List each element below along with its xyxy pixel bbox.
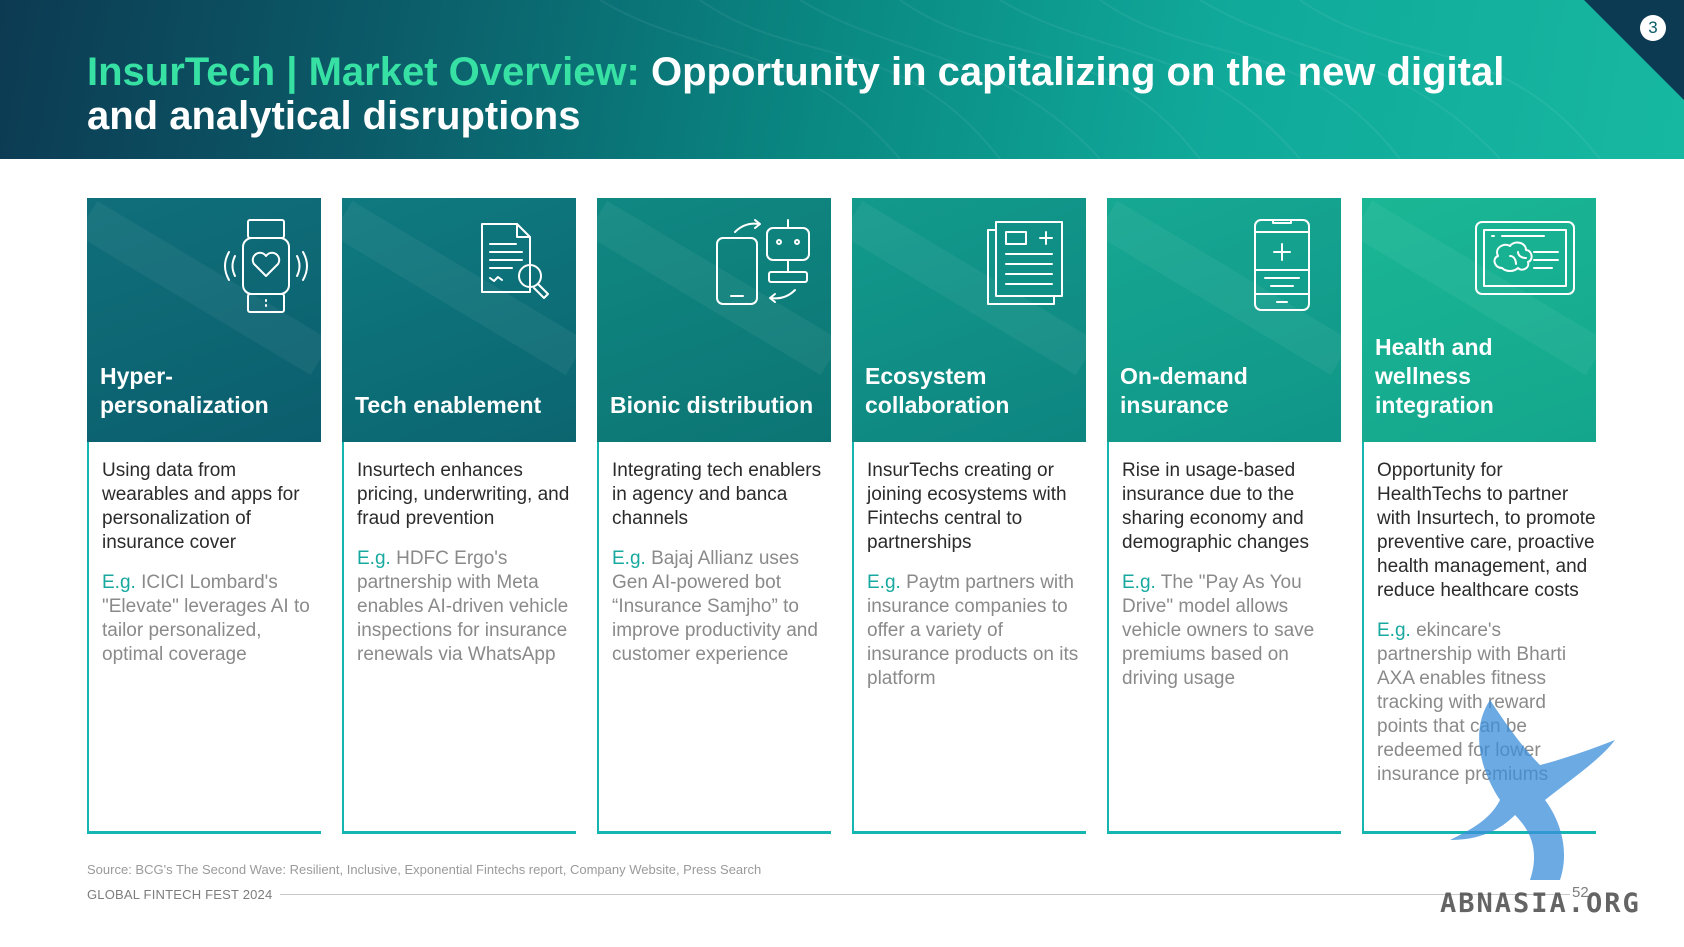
header-wave-pattern [599, 0, 1601, 159]
example-prefix: E.g. [612, 548, 646, 569]
card-description: Integrating tech enablers in agency and … [612, 460, 822, 529]
watermark-griffin-logo [1450, 700, 1615, 880]
card-header: Health and wellness integration [1362, 198, 1596, 442]
section-badge: 3 [1640, 15, 1666, 41]
card-title: Health and wellness integration [1375, 334, 1494, 418]
monitor-brain-icon [1475, 221, 1575, 295]
watermark-text: ABNASIA.ORG [1440, 888, 1641, 919]
card-title: Ecosystem collaboration [865, 363, 1010, 418]
stacked-documents-icon [987, 221, 1063, 305]
card-description: InsurTechs creating or joining ecosystem… [867, 460, 1067, 553]
example-prefix: E.g. [357, 548, 391, 569]
header-banner: 3 InsurTech | Market Overview: Opportuni… [0, 0, 1684, 159]
card-body: Rise in usage-based insurance due to the… [1122, 459, 1344, 691]
card-title: On-demand insurance [1120, 363, 1248, 418]
card-header: Tech enablement [342, 198, 576, 442]
mobile-plus-icon [1254, 219, 1310, 311]
card-ecosystem-collaboration: Ecosystem collaboration InsurTechs creat… [852, 198, 1086, 834]
card-grid: Hyper-personalization Using data from we… [87, 198, 1597, 834]
card-body: Integrating tech enablers in agency and … [612, 459, 834, 667]
card-header: Hyper-personalization [87, 198, 321, 442]
phone-robot-exchange-icon [716, 219, 810, 305]
card-header-shine [1107, 200, 1341, 376]
source-note: Source: BCG's The Second Wave: Resilient… [87, 862, 762, 877]
card-example: E.g. HDFC Ergo's partnership with Meta e… [357, 547, 579, 667]
footer-label: GLOBAL FINTECH FEST 2024 [87, 887, 273, 902]
example-prefix: E.g. [102, 572, 136, 593]
example-text: Paytm partners with insurance companies … [867, 572, 1079, 689]
card-title: Hyper-personalization [100, 363, 269, 418]
example-text: ICICI Lombard's "Elevate" leverages AI t… [102, 572, 310, 665]
card-header-shine [87, 200, 321, 376]
card-hyper-personalization: Hyper-personalization Using data from we… [87, 198, 321, 834]
card-header: Bionic distribution [597, 198, 831, 442]
page-title: InsurTech | Market Overview: Opportunity… [87, 50, 1567, 138]
card-description: Insurtech enhances pricing, underwriting… [357, 460, 570, 529]
card-body: Using data from wearables and apps for p… [102, 459, 324, 667]
example-prefix: E.g. [1377, 620, 1411, 641]
card-header-shine [342, 200, 576, 376]
document-search-icon [481, 223, 549, 299]
title-accent: InsurTech | Market Overview: [87, 50, 640, 94]
card-title: Tech enablement [355, 392, 542, 418]
card-header-shine [1362, 200, 1596, 376]
card-example: E.g. Paytm partners with insurance compa… [867, 571, 1089, 691]
card-body: InsurTechs creating or joining ecosystem… [867, 459, 1089, 691]
card-description: Opportunity for HealthTechs to partner w… [1377, 460, 1596, 601]
footer-divider [280, 894, 1570, 895]
card-tech-enablement: Tech enablement Insurtech enhances prici… [342, 198, 576, 834]
card-header-shine [852, 200, 1086, 376]
card-header-shine [597, 200, 831, 376]
card-on-demand-insurance: On-demand insurance Rise in usage-based … [1107, 198, 1341, 834]
card-example: E.g. ICICI Lombard's "Elevate" leverages… [102, 571, 324, 667]
card-header: On-demand insurance [1107, 198, 1341, 442]
card-body: Insurtech enhances pricing, underwriting… [357, 459, 579, 667]
example-prefix: E.g. [867, 572, 901, 593]
page-number: 52 [1572, 884, 1589, 901]
card-title: Bionic distribution [610, 392, 814, 418]
smartwatch-heart-icon [224, 219, 308, 313]
card-example: E.g. The "Pay As You Drive" model allows… [1122, 571, 1344, 691]
card-example: E.g. Bajaj Allianz uses Gen AI-powered b… [612, 547, 834, 667]
card-bionic-distribution: Bionic distribution Integrating tech ena… [597, 198, 831, 834]
title-rest: Opportunity in capitalizing on the new d… [87, 50, 1505, 138]
example-text: The "Pay As You Drive" model allows vehi… [1122, 572, 1315, 689]
example-text: Bajaj Allianz uses Gen AI-powered bot “I… [612, 548, 818, 665]
card-description: Using data from wearables and apps for p… [102, 460, 300, 553]
card-description: Rise in usage-based insurance due to the… [1122, 460, 1309, 553]
card-header: Ecosystem collaboration [852, 198, 1086, 442]
example-prefix: E.g. [1122, 572, 1156, 593]
example-text: HDFC Ergo's partnership with Meta enable… [357, 548, 569, 665]
